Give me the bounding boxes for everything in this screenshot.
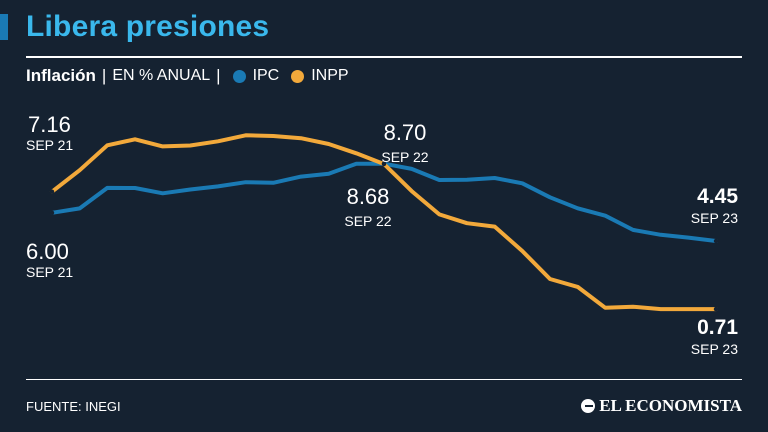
brand-logo: EL ECONOMISTA [581, 396, 742, 416]
annotation-date-inpp: SEP 21 [26, 137, 73, 153]
annotation-value-ipc: 4.45 [697, 185, 738, 208]
series-layer [49, 133, 719, 312]
header-divider [26, 56, 742, 58]
annotation-value-ipc: 8.70 [384, 120, 427, 145]
subtitle-main: Inflación [26, 66, 96, 85]
subtitle-separator: | [216, 66, 221, 85]
title-accent-bar [0, 14, 8, 40]
subtitle-row: Inflación | EN % ANUAL | IPC INPP [26, 66, 349, 86]
annotation-date-ipc: SEP 23 [691, 210, 738, 226]
chart-title: Libera presiones [26, 10, 270, 43]
data-point-inpp [713, 306, 719, 312]
annotation-value-ipc: 6.00 [26, 239, 69, 264]
footer-divider [26, 379, 742, 380]
annotation-value-inpp: 7.16 [28, 112, 71, 137]
legend-item-ipc: IPC [232, 67, 280, 85]
legend-dot-inpp [291, 69, 305, 83]
source-note: FUENTE: INEGI [26, 399, 121, 414]
legend-label-ipc: IPC [252, 67, 280, 84]
legend-label-inpp: INPP [311, 67, 349, 84]
annotation-date-ipc: SEP 21 [26, 264, 73, 280]
data-point-ipc [713, 238, 719, 244]
legend-dot-ipc [232, 69, 246, 83]
annotation-date-inpp: SEP 22 [344, 213, 391, 229]
data-point-inpp [381, 161, 387, 167]
annotation-date-inpp: SEP 23 [691, 341, 738, 357]
brand-globe-icon [581, 399, 596, 413]
annotation-date-ipc: SEP 22 [381, 149, 428, 165]
subtitle-unit: EN % ANUAL [112, 67, 211, 84]
annotation-value-inpp: 8.68 [347, 184, 390, 209]
data-point-ipc [49, 210, 55, 215]
annotation-value-inpp: 0.71 [697, 316, 738, 339]
data-point-inpp [49, 189, 55, 194]
brand-name: EL ECONOMISTA [599, 396, 742, 415]
subtitle-separator: | [101, 66, 107, 85]
legend-item-inpp: INPP [291, 67, 349, 85]
